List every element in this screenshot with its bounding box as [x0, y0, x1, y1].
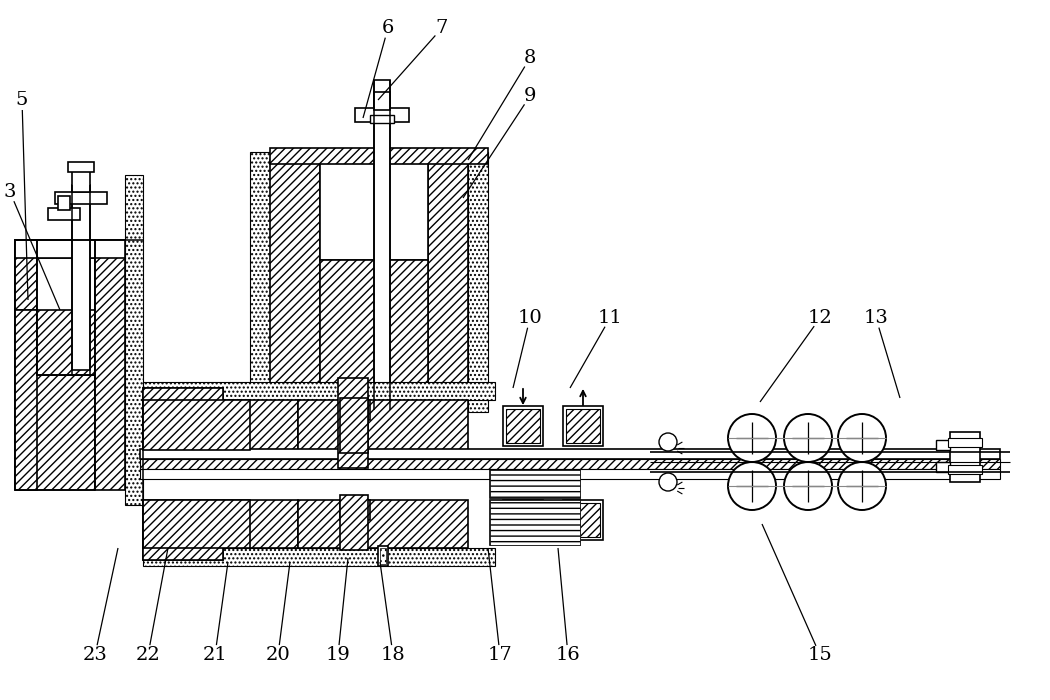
Circle shape — [728, 414, 776, 462]
Text: 21: 21 — [203, 646, 228, 664]
Bar — [143, 500, 298, 548]
Bar — [55, 192, 107, 204]
Bar — [374, 80, 390, 410]
Bar — [490, 470, 580, 498]
Bar — [15, 240, 37, 310]
Bar — [948, 465, 982, 474]
Bar — [143, 546, 223, 560]
Bar — [143, 388, 223, 402]
Bar — [380, 548, 386, 564]
Bar — [48, 208, 80, 220]
Text: 19: 19 — [326, 646, 351, 664]
Bar — [15, 310, 94, 490]
Bar — [503, 406, 543, 446]
Bar — [37, 240, 94, 258]
Circle shape — [784, 462, 832, 510]
Bar — [563, 406, 603, 446]
Bar — [143, 382, 495, 400]
Bar — [15, 240, 94, 310]
Text: 15: 15 — [807, 646, 833, 664]
Bar — [566, 503, 600, 537]
Bar — [936, 440, 950, 450]
Bar — [338, 378, 368, 468]
Bar — [428, 160, 468, 410]
Bar — [340, 400, 370, 420]
Bar — [503, 500, 543, 540]
Bar — [490, 500, 580, 545]
Bar — [143, 388, 223, 402]
Bar — [506, 503, 540, 537]
Text: 23: 23 — [83, 646, 107, 664]
Bar — [250, 152, 270, 412]
Bar — [140, 449, 1000, 459]
Text: 3: 3 — [4, 183, 16, 201]
Bar — [72, 185, 90, 370]
Bar — [950, 432, 980, 482]
Bar — [340, 495, 367, 550]
Bar — [506, 409, 540, 443]
Bar — [143, 400, 250, 450]
Bar — [948, 438, 982, 447]
Circle shape — [659, 433, 677, 451]
Text: 18: 18 — [380, 646, 405, 664]
Bar — [72, 168, 90, 192]
Bar — [37, 245, 94, 375]
Bar — [320, 160, 428, 260]
Circle shape — [784, 414, 832, 462]
Bar — [37, 310, 94, 375]
Bar — [490, 470, 580, 498]
Bar — [468, 152, 488, 412]
Text: 8: 8 — [524, 49, 537, 67]
Bar — [370, 115, 394, 123]
Bar — [563, 500, 603, 540]
Text: 9: 9 — [524, 87, 537, 105]
Bar — [320, 260, 428, 410]
Text: 11: 11 — [597, 309, 623, 327]
Bar — [143, 500, 250, 548]
Text: 12: 12 — [807, 309, 833, 327]
Text: 16: 16 — [555, 646, 581, 664]
Circle shape — [659, 473, 677, 491]
Circle shape — [838, 414, 886, 462]
Bar — [298, 400, 468, 450]
Text: 17: 17 — [487, 646, 512, 664]
Bar — [340, 398, 367, 453]
Text: 6: 6 — [382, 19, 394, 37]
Text: 10: 10 — [518, 309, 543, 327]
Bar — [340, 500, 370, 520]
Text: 5: 5 — [16, 91, 28, 109]
Circle shape — [728, 462, 776, 510]
Text: 20: 20 — [266, 646, 291, 664]
Bar — [15, 240, 125, 258]
Bar — [58, 196, 70, 210]
Bar — [68, 162, 94, 172]
Bar — [143, 548, 495, 566]
Bar — [566, 409, 600, 443]
Bar — [270, 148, 488, 164]
Bar — [298, 500, 468, 548]
Bar — [125, 175, 143, 505]
Bar — [355, 108, 410, 122]
Circle shape — [838, 462, 886, 510]
Bar — [270, 160, 320, 410]
Bar — [15, 310, 37, 490]
Text: 13: 13 — [863, 309, 888, 327]
Text: 7: 7 — [436, 19, 448, 37]
Bar — [143, 400, 298, 450]
Bar — [140, 459, 1000, 469]
Bar — [94, 240, 125, 490]
Bar — [140, 469, 1000, 479]
Bar — [378, 546, 388, 566]
Bar — [490, 500, 580, 545]
Bar — [936, 462, 950, 472]
Text: 22: 22 — [135, 646, 161, 664]
Bar — [143, 546, 223, 560]
Bar — [374, 92, 390, 110]
